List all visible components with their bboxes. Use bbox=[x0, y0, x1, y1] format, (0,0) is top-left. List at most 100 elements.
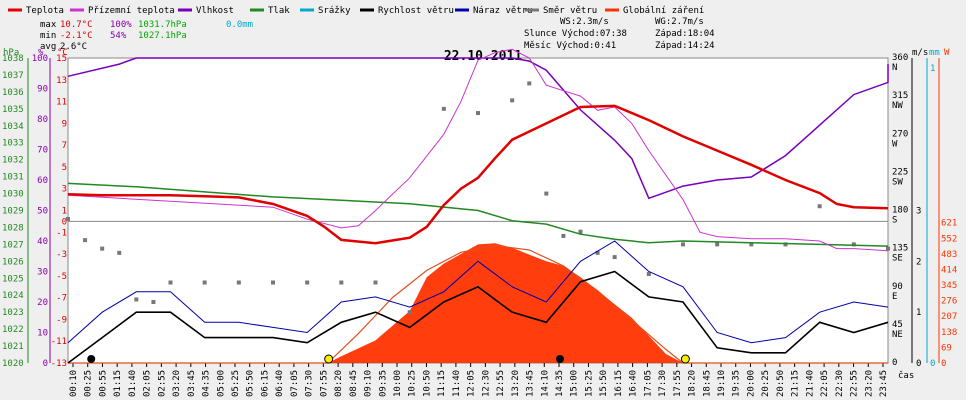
x-tick-label: 22:30 bbox=[835, 370, 845, 397]
x-tick-label: 08:20 bbox=[334, 370, 344, 397]
wind-direction-point bbox=[407, 310, 412, 315]
dir-tick: 360 bbox=[892, 53, 908, 63]
stats-min-temp: -2.1°C bbox=[60, 31, 93, 41]
dir-tick: S bbox=[892, 216, 897, 226]
axis-unit-temp: °C bbox=[57, 48, 68, 58]
hpa-tick: 1033 bbox=[2, 139, 24, 149]
dir-tick: E bbox=[892, 292, 897, 302]
x-tick-label: 08:45 bbox=[349, 370, 359, 397]
ms-tick: 1 bbox=[916, 308, 921, 318]
dir-tick: 0 bbox=[892, 358, 897, 368]
x-tick-label: 00:55 bbox=[98, 370, 108, 397]
stats-ws: WS:2.3m/s bbox=[560, 17, 609, 27]
x-tick-label: 11:40 bbox=[452, 370, 462, 397]
x-tick-label: 17:05 bbox=[643, 370, 653, 397]
hpa-tick: 1022 bbox=[2, 325, 24, 335]
stats-moon: Měsíc Východ:0:41 bbox=[524, 41, 616, 51]
wind-direction-point bbox=[100, 246, 105, 251]
wind-direction-point bbox=[134, 297, 139, 302]
x-tick-label: 20:50 bbox=[776, 370, 786, 397]
dir-tick: N bbox=[892, 63, 897, 73]
pct-tick: 20 bbox=[37, 298, 48, 308]
wind-direction-point bbox=[527, 81, 532, 86]
wind-direction-point bbox=[783, 242, 788, 247]
temp-tick: -1 bbox=[56, 228, 67, 238]
temp-tick: -3 bbox=[56, 250, 67, 260]
wind-direction-point bbox=[168, 280, 173, 285]
dir-tick: NW bbox=[892, 101, 903, 111]
wind-direction-point bbox=[612, 255, 617, 260]
hpa-tick: 1025 bbox=[2, 274, 24, 284]
sunset-marker bbox=[680, 354, 690, 364]
stats-min-hum: 54% bbox=[110, 31, 127, 41]
temp-tick: 3 bbox=[62, 185, 67, 195]
temp-tick: 7 bbox=[62, 141, 67, 151]
wind-direction-point bbox=[339, 280, 344, 285]
wind-direction-point bbox=[561, 233, 566, 238]
ms-tick: 0 bbox=[916, 359, 921, 369]
x-tick-label: 10:00 bbox=[393, 370, 403, 397]
stats-sun: Slunce Východ:07:38 bbox=[524, 29, 627, 39]
w-tick: 345 bbox=[941, 281, 957, 291]
pct-tick: 30 bbox=[37, 268, 48, 278]
x-tick-label: 05:50 bbox=[246, 370, 256, 397]
wind-direction-point bbox=[595, 250, 600, 255]
x-tick-label: 17:30 bbox=[658, 370, 668, 397]
legend-label: Směr větru bbox=[543, 6, 597, 16]
pct-tick: 40 bbox=[37, 237, 48, 247]
pct-tick: 80 bbox=[37, 115, 48, 125]
x-tick-label: 09:35 bbox=[378, 370, 388, 397]
x-tick-label: 14:10 bbox=[540, 370, 550, 397]
stats-max-press: 1031.7hPa bbox=[138, 20, 187, 30]
dir-tick: SE bbox=[892, 254, 903, 264]
wind-direction-point bbox=[83, 238, 88, 243]
temp-tick: -5 bbox=[56, 272, 67, 282]
x-tick-label: 15:50 bbox=[599, 370, 609, 397]
wind-direction-point bbox=[886, 246, 890, 251]
x-tick-label: 07:55 bbox=[319, 370, 329, 397]
hpa-tick: 1021 bbox=[2, 342, 24, 352]
stats-avg-label: avg bbox=[40, 42, 56, 52]
x-tick-label: 23:45 bbox=[879, 370, 889, 397]
hpa-tick: 1035 bbox=[2, 105, 24, 115]
radiation-max-line bbox=[68, 244, 888, 364]
axis-unit-hpa: hPa bbox=[3, 48, 19, 58]
hpa-tick: 1034 bbox=[2, 122, 24, 132]
x-tick-label: 22:05 bbox=[820, 370, 830, 397]
wind-direction-point bbox=[236, 280, 241, 285]
x-tick-label: 21:40 bbox=[805, 370, 815, 397]
hpa-tick: 1027 bbox=[2, 240, 24, 250]
x-tick-label: 20:25 bbox=[761, 370, 771, 397]
dir-tick: 270 bbox=[892, 129, 908, 139]
temp-tick: 11 bbox=[56, 98, 67, 108]
dir-tick: 315 bbox=[892, 91, 908, 101]
x-tick-label: 13:45 bbox=[526, 370, 536, 397]
axis-unit-x: čas bbox=[898, 370, 914, 381]
wind-speed-line bbox=[67, 270, 889, 364]
sunrise-marker bbox=[324, 354, 334, 364]
wind-direction-point bbox=[646, 272, 651, 277]
dir-tick: 225 bbox=[892, 167, 908, 177]
x-tick-label: 05:00 bbox=[216, 370, 226, 397]
temp-tick: 13 bbox=[56, 76, 67, 86]
x-tick-label: 12:30 bbox=[481, 370, 491, 397]
humidity-line bbox=[67, 57, 889, 200]
wind-gust-line bbox=[67, 240, 889, 344]
x-tick-label: 11:15 bbox=[437, 370, 447, 397]
x-tick-label: 18:20 bbox=[688, 370, 698, 397]
wind-direction-point bbox=[851, 242, 856, 247]
wind-direction-point bbox=[476, 111, 480, 116]
dir-tick: 45 bbox=[892, 320, 903, 330]
wind-direction-point bbox=[441, 106, 446, 111]
dir-tick: SW bbox=[892, 177, 903, 187]
x-tick-label: 09:10 bbox=[364, 370, 374, 397]
mm-tick: 1 bbox=[930, 64, 935, 74]
moonrise-marker bbox=[87, 355, 96, 363]
x-tick-label: 06:40 bbox=[275, 370, 285, 397]
pct-tick: 10 bbox=[37, 329, 48, 339]
hpa-tick: 1036 bbox=[2, 88, 24, 98]
temp-tick: -13 bbox=[51, 359, 67, 369]
hpa-tick: 1031 bbox=[2, 173, 24, 183]
dir-tick: W bbox=[892, 139, 898, 149]
hpa-tick: 1030 bbox=[2, 190, 24, 200]
